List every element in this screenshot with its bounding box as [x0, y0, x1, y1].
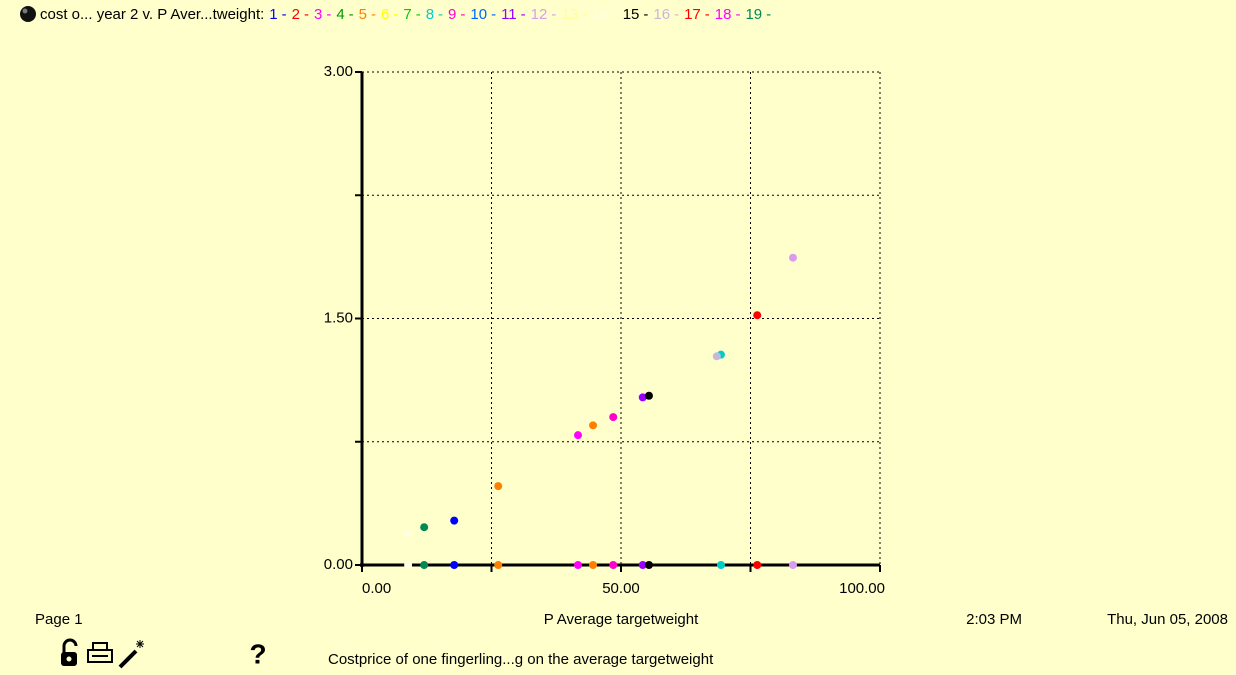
help-button[interactable]: ? — [249, 638, 266, 669]
page-label: Page 1 — [35, 611, 83, 628]
point — [788, 253, 797, 262]
caption: Costprice of one fingerling...g on the a… — [328, 651, 714, 668]
point — [644, 391, 653, 400]
point — [788, 561, 797, 569]
legend-entry: 10 — [470, 6, 487, 23]
legend-entry: 16 — [653, 6, 670, 23]
legend-separator: - — [491, 6, 496, 23]
y-tick-label: 1.50 — [324, 309, 353, 326]
legend-separator: - — [438, 6, 443, 23]
legend-separator: - — [416, 6, 421, 23]
legend-separator: - — [304, 6, 309, 23]
point — [404, 561, 413, 569]
x-tick-label: 0.00 — [362, 580, 391, 597]
point — [420, 523, 429, 532]
y-tick-label: 0.00 — [324, 556, 353, 573]
legend-separator: - — [282, 6, 287, 23]
legend-entry: 15 — [623, 6, 640, 23]
legend-entry: 17 — [684, 6, 701, 23]
lock-icon[interactable] — [61, 638, 78, 666]
point — [494, 561, 503, 569]
point — [644, 561, 653, 569]
legend-entry: 6 — [381, 6, 389, 23]
wand-icon[interactable] — [118, 640, 144, 669]
point — [589, 561, 598, 569]
date: Thu, Jun 05, 2008 — [1107, 611, 1228, 628]
point — [404, 529, 413, 538]
point — [753, 561, 762, 569]
legend-separator: - — [674, 6, 679, 23]
point — [574, 561, 583, 569]
legend-entry: 11 — [501, 6, 517, 23]
point — [609, 413, 618, 422]
graph-icon[interactable] — [20, 6, 36, 22]
legend-entry: 7 — [403, 6, 411, 23]
point — [574, 431, 583, 440]
point — [494, 482, 503, 491]
legend-separator: - — [705, 6, 710, 23]
point — [716, 561, 725, 569]
point — [638, 561, 647, 569]
point — [712, 352, 721, 361]
legend-entry: 3 — [314, 6, 322, 23]
legend-separator: - — [643, 6, 648, 23]
point — [450, 516, 459, 525]
x-axis-label: P Average targetweight — [544, 611, 699, 628]
legend-separator: - — [393, 6, 398, 23]
point — [609, 561, 618, 569]
legend-separator: - — [371, 6, 376, 23]
graph-icon-dot — [22, 8, 28, 14]
legend-entry: 14 — [592, 6, 609, 23]
legend-entry: 2 — [292, 6, 300, 23]
print-icon[interactable] — [87, 642, 113, 663]
legend-entry: 1 — [269, 6, 277, 23]
point — [753, 311, 762, 320]
legend-entry: 12 — [531, 6, 548, 23]
point — [450, 561, 459, 569]
legend-separator: - — [735, 6, 740, 23]
legend-separator: - — [613, 6, 618, 23]
point — [638, 393, 647, 402]
legend-entry: 8 — [426, 6, 434, 23]
x-tick-label: 50.00 — [602, 580, 640, 597]
legend-separator: - — [582, 6, 587, 23]
legend-separator: - — [766, 6, 771, 23]
legend: cost o... year 2 v. P Aver...tweight: 1-2… — [40, 6, 771, 23]
legend-separator: - — [349, 6, 354, 23]
x-tick-label: 100.00 — [839, 580, 885, 597]
legend-entry: 5 — [359, 6, 367, 23]
time: 2:03 PM — [966, 611, 1022, 628]
legend-entry: 4 — [336, 6, 344, 23]
legend-entry: 9 — [448, 6, 456, 23]
legend-separator: - — [326, 6, 331, 23]
y-tick-label: 3.00 — [324, 63, 353, 80]
legend-title: cost o... year 2 v. P Aver...tweight: — [40, 6, 264, 23]
legend-separator: - — [460, 6, 465, 23]
point — [589, 421, 598, 430]
legend-entry: 13 — [561, 6, 578, 23]
legend-entry: 18 — [715, 6, 732, 23]
legend-entry: 19 — [745, 6, 762, 23]
legend-separator: - — [521, 6, 526, 23]
legend-separator: - — [551, 6, 556, 23]
point — [420, 561, 429, 569]
